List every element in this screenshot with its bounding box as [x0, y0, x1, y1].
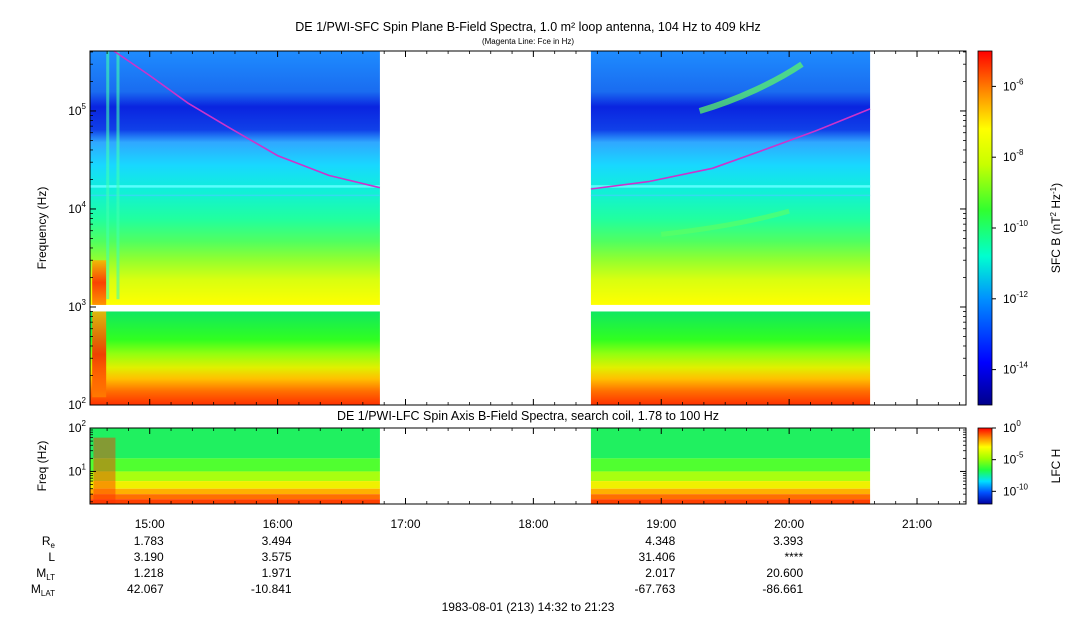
y-tick-label: 101 — [68, 462, 86, 478]
lfc-band-0-5 — [90, 494, 380, 500]
sfc-interval-lower-1 — [590, 311, 871, 405]
ephemeris-table: Re 1.783 3.494 4.348 3.393 L 3.190 3.575 31.406 *… — [31, 534, 804, 598]
ephemeris-value: 3.393 — [773, 534, 803, 548]
ephemeris-value: 31.406 — [639, 550, 676, 564]
lfc-ylabel: Freq (Hz) — [35, 441, 49, 492]
lfc-band-0-2 — [90, 471, 380, 482]
x-tick-label: 19:00 — [646, 517, 676, 531]
ephemeris-value: 3.575 — [262, 550, 292, 564]
ephemeris-value: 4.348 — [645, 534, 675, 548]
sfc-colorbar — [977, 50, 993, 406]
lfc-spectrogram — [90, 428, 871, 504]
colorbar-tick-label: 10-6 — [1003, 77, 1024, 93]
colorbar-tick-label: 10-8 — [1003, 148, 1024, 164]
colorbar-tick-label: 10-12 — [1003, 290, 1028, 306]
lfc-band-1-1 — [590, 458, 871, 472]
y-tick-label: 102 — [68, 396, 86, 412]
ephemeris-value: 3.494 — [262, 534, 292, 548]
ephemeris-row-label: L — [48, 550, 55, 564]
sfc-interference-line-0 — [90, 185, 380, 188]
sfc-burst-lower — [92, 311, 107, 398]
sfc-burst-stripe-2 — [116, 51, 120, 300]
lfc-colorbar-label: LFC H — [1049, 449, 1063, 484]
ephemeris-value: 1.218 — [134, 566, 164, 580]
sfc-burst-upper — [92, 260, 107, 305]
x-tick-label: 18:00 — [518, 517, 548, 531]
fce-line-1 — [590, 108, 871, 190]
sfc-colorbar-label: SFC B (nT2 Hz-1) — [1049, 183, 1063, 273]
ephemeris-row-label: MLT — [36, 566, 55, 582]
lfc-band-1-0 — [590, 428, 871, 459]
ephemeris-value: 2.017 — [645, 566, 675, 580]
ephemeris-value: -67.763 — [635, 582, 676, 596]
lfc-band-0-3 — [90, 481, 380, 489]
y-tick-label: 102 — [68, 419, 86, 435]
colorbar-tick-label: 10-10 — [1003, 482, 1028, 498]
chart-title-sfc: DE 1/PWI-SFC Spin Plane B-Field Spectra,… — [295, 20, 761, 34]
x-tick-label: 17:00 — [390, 517, 420, 531]
y-tick-label: 103 — [68, 298, 86, 314]
sfc-plot-frame — [89, 50, 967, 406]
sfc-colorbar-ticks: 10-6 10-8 10-10 10-12 10-14 — [992, 77, 1028, 377]
fce-line-0 — [113, 50, 381, 189]
ephemeris-value: 42.067 — [127, 582, 164, 596]
lfc-colorbar — [977, 427, 993, 505]
colorbar-tick-label: 10-10 — [1003, 219, 1028, 235]
ephemeris-value: 3.190 — [134, 550, 164, 564]
lfc-colorbar-ticks: 100 10-5 10-10 — [992, 419, 1028, 498]
lfc-band-1-2 — [590, 471, 871, 482]
ephemeris-value: -86.661 — [762, 582, 803, 596]
colorbar-tick-label: 100 — [1003, 419, 1021, 435]
ephemeris-value: -10.841 — [251, 582, 292, 596]
sfc-interference-line2-1 — [590, 194, 871, 197]
x-tick-label: 15:00 — [135, 517, 165, 531]
chart-subtitle-sfc: (Magenta Line: Fce in Hz) — [482, 37, 574, 46]
sfc-burst-stripe-1 — [106, 51, 110, 300]
lfc-burst — [93, 437, 116, 504]
y-tick-label: 105 — [68, 102, 86, 118]
x-tick-label: 16:00 — [263, 517, 293, 531]
ephemeris-value: 1.971 — [262, 566, 292, 580]
lfc-band-1-4 — [590, 488, 871, 495]
ephemeris-value: 1.783 — [134, 534, 164, 548]
lfc-band-1-3 — [590, 481, 871, 489]
sfc-spectrogram — [90, 50, 871, 405]
lfc-band-1-5 — [590, 494, 871, 500]
lfc-band-0-1 — [90, 458, 380, 472]
sfc-interval-upper-1 — [590, 51, 871, 305]
colorbar-tick-label: 10-5 — [1003, 451, 1024, 467]
lfc-y-axis: 101 102 — [68, 419, 966, 503]
time-axis: 15:00 16:00 17:00 18:00 19:00 20:00 21:00 — [106, 51, 961, 531]
lfc-band-0-0 — [90, 428, 380, 459]
colorbar-tick-label: 10-14 — [1003, 361, 1028, 377]
y-tick-label: 104 — [68, 200, 86, 216]
x-tick-label: 20:00 — [774, 517, 804, 531]
sfc-y-axis: 102 103 104 105 — [68, 51, 966, 412]
x-tick-label: 21:00 — [902, 517, 932, 531]
lfc-band-0-4 — [90, 488, 380, 495]
sfc-interval-lower-0 — [90, 311, 380, 405]
sfc-interval-upper-0 — [90, 51, 380, 305]
sfc-emission-band — [698, 61, 804, 114]
ephemeris-row-label: Re — [42, 534, 56, 550]
sfc-interference-line-1 — [590, 185, 871, 188]
ephemeris-value: **** — [784, 550, 803, 564]
sfc-interference-line2-0 — [90, 194, 380, 197]
ephemeris-value: 20.600 — [766, 566, 803, 580]
chart-title-lfc: DE 1/PWI-LFC Spin Axis B-Field Spectra, … — [337, 409, 719, 423]
lfc-plot-frame — [89, 427, 967, 505]
sfc-lower-emission-band — [660, 208, 790, 237]
sfc-ylabel: Frequency (Hz) — [35, 187, 49, 270]
date-range-footer: 1983-08-01 (213) 14:32 to 21:23 — [442, 600, 615, 614]
lfc-band-1-6 — [590, 499, 871, 504]
ephemeris-row-label: MLAT — [31, 582, 55, 598]
